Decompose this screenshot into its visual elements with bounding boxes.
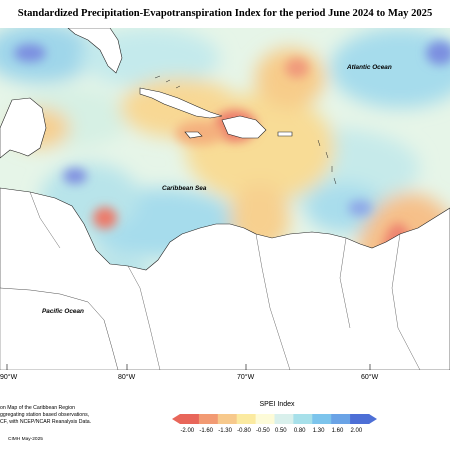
legend-swatch xyxy=(198,414,219,424)
legend-tick-label: 0.80 xyxy=(293,428,306,434)
legend-tick-label: 0.50 xyxy=(274,428,287,434)
legend-tick-label: -0.50 xyxy=(256,428,270,434)
legend-tick-label: -0.80 xyxy=(237,428,251,434)
lon-label-60w: 60°W xyxy=(361,374,379,381)
legend-tick-label: 2.00 xyxy=(350,428,363,434)
legend-swatch xyxy=(350,414,370,424)
land-masses xyxy=(0,28,450,370)
lon-label-90w: 90°W xyxy=(0,374,18,381)
legend-tick-label: 1.60 xyxy=(331,428,344,434)
legend-title: SPEI Index xyxy=(259,401,295,408)
legend-swatch xyxy=(255,414,275,424)
lon-label-80w: 80°W xyxy=(118,374,136,381)
atlantic-ocean-label: Atlantic Ocean xyxy=(347,64,392,71)
map-title: Standardized Precipitation-Evapotranspir… xyxy=(17,8,433,19)
legend-tick-label: -1.30 xyxy=(218,428,232,434)
pacific-ocean-label: Pacific Ocean xyxy=(42,308,84,315)
legend-arrow-low xyxy=(172,414,180,424)
legend-colorbar xyxy=(172,414,377,424)
legend-swatch xyxy=(217,414,238,424)
legend-swatch xyxy=(236,414,257,424)
caribbean-sea-label: Caribbean Sea xyxy=(162,185,207,192)
credit-text: CIMH May-2025 xyxy=(8,437,43,442)
legend-swatch xyxy=(180,414,200,424)
footnote-line-2: ggregating station based observations, xyxy=(0,412,90,418)
legend-tick-label: -1.60 xyxy=(199,428,214,434)
spei-map xyxy=(0,28,450,370)
footnote-line-1: on Map of the Caribbean Region xyxy=(0,405,75,411)
legend-swatch xyxy=(274,414,294,424)
legend-tick-label: -2.00 xyxy=(180,428,195,434)
legend-swatch xyxy=(293,414,313,424)
footnote-line-3: CF, with NCEP/NCAR Reanalysis Data. xyxy=(0,419,92,425)
legend-swatch xyxy=(312,414,332,424)
lon-label-70w: 70°W xyxy=(237,374,255,381)
legend-tick-label: 1.30 xyxy=(312,428,325,434)
legend-swatch xyxy=(331,414,351,424)
legend-arrow-high xyxy=(369,414,377,424)
